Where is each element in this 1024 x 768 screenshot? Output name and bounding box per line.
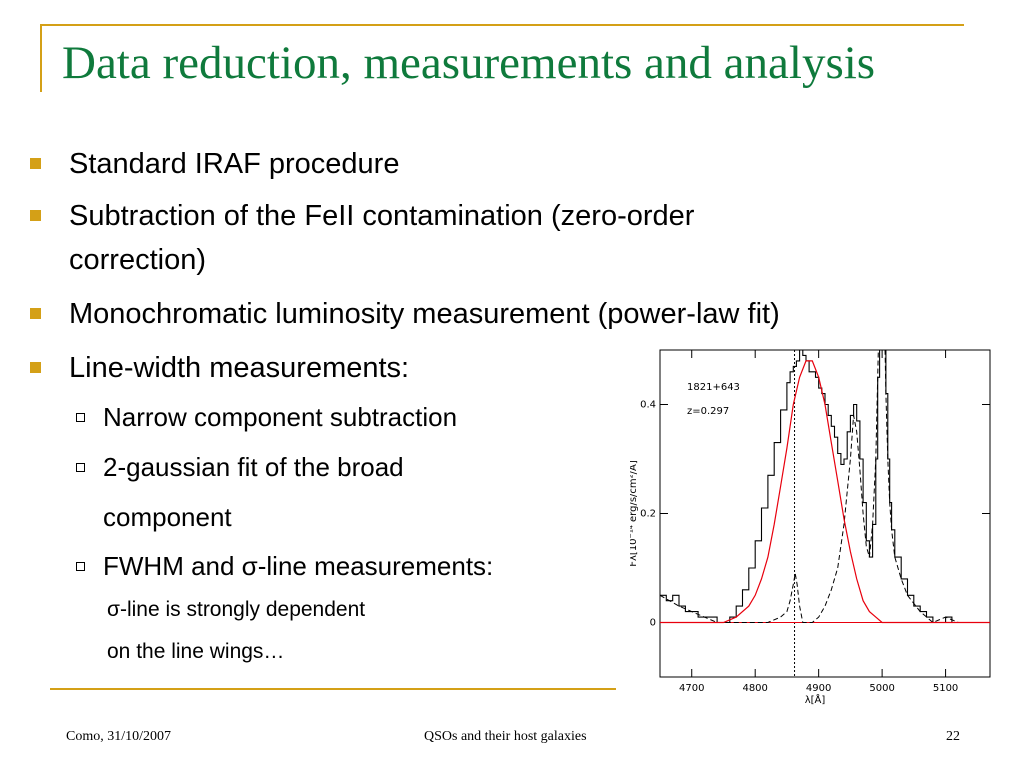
footer-rule — [50, 688, 616, 690]
annotation-label: z=0.297 — [687, 406, 729, 417]
note-line: on the line wings… — [107, 640, 285, 663]
hollow-square-bullet-icon — [76, 463, 85, 472]
title-rule-left — [40, 24, 42, 92]
bullet-text: Subtraction of the FeII contamination (z… — [69, 200, 695, 232]
y-axis-label: Fλ[10⁻¹⁴ erg/s/cm²/Å] — [630, 460, 639, 567]
x-tick-label: 4700 — [679, 683, 704, 694]
annotation-label: 1821+643 — [687, 382, 740, 393]
title-rule-top — [40, 24, 964, 26]
sub-bullet-text: 2-gaussian fit of the broad — [103, 452, 404, 482]
sub-bullet-text: Narrow component subtraction — [103, 402, 458, 432]
x-tick-label: 4900 — [806, 683, 831, 694]
square-bullet-icon — [30, 308, 41, 319]
spectrum-chart: 4700 4800 4900 5000 5100 0 0.2 0.4 1821+643 z=0.2… — [626, 349, 991, 706]
spectrum-figure: 4700 4800 4900 5000 5100 0 0.2 0.4 1821+643 z=0.2… — [626, 345, 994, 706]
slide-number: 22 — [946, 729, 960, 744]
bullet-text: Standard IRAF procedure — [69, 148, 400, 180]
sub-bullet-text: FWHM and σ-line measurements: — [103, 551, 494, 581]
square-bullet-icon — [30, 210, 41, 221]
note-line: σ-line is strongly dependent — [107, 598, 366, 621]
x-tick-label: 4800 — [742, 683, 767, 694]
hollow-square-bullet-icon — [76, 413, 85, 422]
y-tick-label: 0.2 — [640, 509, 656, 520]
x-tick-label: 5000 — [869, 683, 894, 694]
bullet-text: Line-width measurements: — [69, 352, 410, 384]
square-bullet-icon — [30, 158, 41, 169]
gaussian-fit-line — [660, 360, 990, 624]
bullet-text: correction) — [69, 244, 206, 276]
hollow-square-bullet-icon — [76, 562, 85, 571]
narrow-subtracted-line — [660, 350, 990, 624]
slide-title: Data reduction, measurements and analysi… — [62, 37, 876, 89]
bullet-text: Monochromatic luminosity measurement (po… — [69, 298, 780, 330]
sub-bullet-text: component — [103, 502, 232, 532]
footer-date: Como, 31/10/2007 — [66, 729, 172, 744]
x-axis-label: λ[Å] — [805, 693, 826, 705]
footer-title: QSOs and their host galaxies — [424, 729, 587, 744]
observed-spectrum-line — [660, 350, 990, 624]
y-tick-label: 0 — [650, 618, 656, 629]
square-bullet-icon — [30, 362, 41, 373]
y-tick-label: 0.4 — [640, 400, 656, 411]
x-tick-label: 5100 — [933, 683, 958, 694]
